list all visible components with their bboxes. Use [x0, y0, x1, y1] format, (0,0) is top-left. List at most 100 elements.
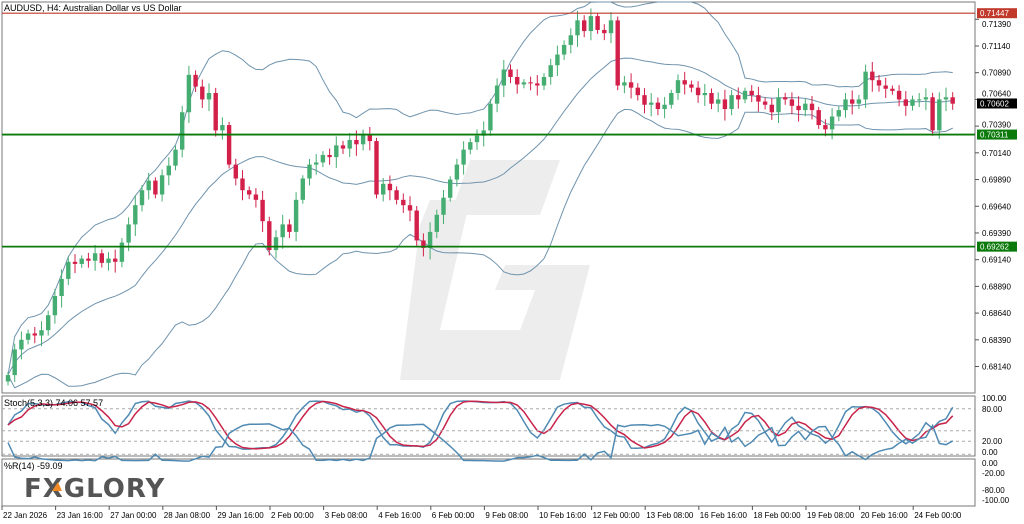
candle-body — [46, 315, 51, 331]
candle — [334, 136, 339, 168]
candle — [133, 195, 138, 236]
candle — [32, 326, 37, 344]
candle — [883, 77, 888, 98]
candle-body — [200, 86, 205, 100]
candle — [193, 70, 198, 92]
candle — [863, 64, 868, 108]
bollinger-middle-band — [7, 57, 953, 376]
candle-body — [394, 190, 399, 200]
price-tick-label: 0.68640 — [982, 309, 1011, 318]
candle — [434, 209, 439, 239]
date-label: 27 Jan 00:00 — [110, 511, 157, 520]
candle-body — [92, 253, 98, 261]
candle — [682, 71, 687, 95]
candle-body — [588, 16, 594, 32]
candle — [635, 83, 640, 101]
candle — [367, 126, 372, 151]
current-price-tag — [977, 98, 1017, 109]
candle — [662, 97, 667, 119]
candle-body — [441, 197, 446, 215]
candle-body — [709, 93, 714, 104]
candle — [756, 86, 761, 112]
candle-body — [19, 339, 24, 350]
candle-body — [655, 102, 661, 110]
candle — [722, 89, 728, 121]
candle — [649, 93, 654, 117]
candle — [287, 219, 292, 239]
candle — [293, 192, 299, 242]
candle-body — [374, 141, 379, 195]
candle — [809, 96, 815, 120]
candle — [461, 141, 466, 175]
wpr-panel-frame — [1, 458, 976, 507]
candle — [314, 154, 319, 175]
candle — [267, 216, 272, 256]
candle — [856, 94, 862, 110]
candle — [575, 10, 580, 47]
candle — [568, 28, 573, 54]
candle-body — [501, 69, 506, 86]
candle-body — [749, 90, 754, 96]
candle — [836, 106, 841, 122]
candle-body — [568, 35, 573, 45]
candle-body — [12, 349, 17, 376]
candle-body — [474, 135, 480, 143]
candle — [72, 254, 78, 274]
stochastic-panel-frame — [1, 395, 976, 457]
candle-body — [622, 82, 627, 86]
price-tick-label: 0.70890 — [982, 69, 1011, 78]
candle — [896, 85, 902, 107]
stochastic-main-line — [7, 400, 954, 450]
candle-body — [327, 154, 332, 158]
candle — [186, 65, 192, 124]
stochastic-level-label: 80.00 — [982, 405, 1003, 414]
candle-body — [334, 145, 339, 158]
candle-body — [293, 199, 299, 232]
candle — [12, 343, 17, 382]
candle-body — [186, 74, 192, 113]
candle-body — [360, 134, 366, 145]
candle-body — [890, 88, 895, 91]
candle-body — [488, 103, 493, 131]
stochastic-level-label: 20.00 — [982, 437, 1003, 446]
candle — [166, 157, 171, 186]
candle-body — [434, 214, 439, 232]
support-price-label: 0.70311 — [980, 131, 1009, 140]
candle-body — [119, 242, 125, 262]
candle-body — [414, 210, 419, 241]
fxglory-logo: FXGLORY — [24, 474, 165, 504]
candle — [749, 85, 754, 103]
candle-body — [153, 180, 158, 195]
candle-body — [253, 194, 259, 200]
candle — [79, 255, 84, 268]
candle-body — [702, 93, 707, 96]
candle-body — [541, 76, 547, 86]
candle-body — [300, 178, 305, 200]
candle — [876, 75, 882, 92]
candle — [709, 88, 714, 110]
candle — [387, 175, 393, 201]
candle-body — [742, 90, 748, 100]
wpr-level-label: -80.00 — [982, 486, 1005, 495]
candle — [729, 90, 734, 116]
price-tick-label: 0.68890 — [982, 282, 1011, 291]
candle — [669, 89, 674, 109]
candle — [320, 151, 326, 168]
candle — [52, 288, 58, 324]
date-label: 22 Jan 2026 — [3, 511, 48, 520]
candle-body — [287, 224, 292, 232]
date-label: 20 Feb 16:00 — [861, 511, 909, 520]
candle — [521, 79, 527, 89]
candle — [5, 371, 11, 386]
bollinger-lower-band — [7, 108, 953, 389]
candle-body — [86, 258, 91, 261]
candle — [695, 81, 701, 103]
price-tick-label: 0.68390 — [982, 336, 1011, 345]
date-label: 10 Feb 16:00 — [539, 511, 587, 520]
date-label: 4 Feb 16:00 — [378, 511, 421, 520]
candle — [146, 172, 151, 200]
candle — [608, 12, 614, 44]
candle — [401, 193, 406, 213]
date-label: 29 Jan 16:00 — [217, 511, 264, 520]
